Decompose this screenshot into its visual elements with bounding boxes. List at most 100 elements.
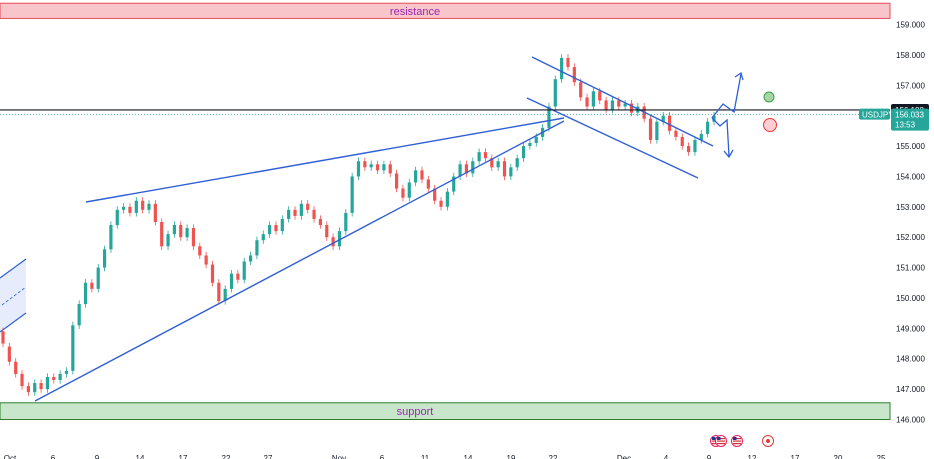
projection-arrows [711,71,744,159]
green-marker-circle[interactable] [763,91,775,103]
candle-body [198,246,202,256]
trendlines[interactable] [34,56,714,402]
candle-body [242,261,246,280]
candle-body [528,143,532,147]
candle-body [115,209,119,226]
candle-body [293,209,297,216]
x-tick-label: 19 [507,454,516,459]
candle-body [407,182,411,198]
candle-body [248,255,253,262]
candle-body [280,218,284,232]
price-badge: 156.033 13:53 [891,108,929,131]
candle-body [591,91,595,107]
projection-up-arrowhead [734,71,744,81]
y-tick-label: 150.000 [896,294,925,303]
candle-body [1,331,5,344]
candle-body [426,179,430,189]
candle-body [185,228,189,238]
candle-body [452,176,456,192]
candle-body [7,346,11,362]
x-tick-label: 4 [664,454,669,459]
trendline[interactable] [85,117,565,203]
candle-body [122,206,126,210]
candle-body [566,57,570,68]
candle-body [458,164,462,177]
candle-body [369,164,373,168]
candle-body [439,200,443,207]
support-zone: support [0,402,891,420]
candlestick-series [1,54,716,396]
candle-body [420,170,424,180]
candle-body [58,373,62,380]
x-tick-label: 11 [421,454,430,459]
us-flag-icon[interactable] [731,435,743,447]
trendline[interactable] [526,97,699,179]
candle-body [318,218,323,226]
x-tick-label: 6 [380,454,385,459]
candle-body [102,249,107,268]
candle-body [337,231,342,247]
candle-body [356,161,361,177]
candle-body [217,282,221,301]
trendline[interactable] [34,120,565,402]
y-tick-label: 154.000 [896,172,925,181]
time-axis[interactable]: Oct 6 9 14 17 22 27 Nov 6 11 14 19 22 Dec 4 9 12 17 20 25 [4,454,886,459]
projection-down-arrowhead [723,149,734,159]
event-icons[interactable] [710,435,774,447]
candle-body [350,176,354,213]
x-tick-label: 22 [549,454,558,459]
candle-body [667,115,672,131]
candle-body [712,115,716,122]
candle-body [141,200,145,210]
candle-body [572,67,576,83]
candle-body [160,222,164,247]
candle-body [96,267,100,289]
candle-body [648,118,653,140]
candle-body [547,106,551,128]
resistance-zone: resistance [0,2,891,19]
candle-body [394,173,399,189]
candle-body [502,161,507,177]
x-tick-label: 25 [877,454,886,459]
candle-body [699,133,703,140]
candle-body [153,203,157,222]
candle-body [83,282,88,305]
us-flag-icon[interactable] [715,435,727,447]
candle-body [509,167,513,177]
candle-body [236,273,240,280]
x-tick-label: Oct [4,454,17,459]
candle-body [496,161,500,168]
candle-body [382,164,386,171]
candle-body [483,152,488,159]
candle-body [375,164,380,171]
red-marker-circle[interactable] [763,118,777,132]
candle-body [255,240,259,256]
candle-body [191,228,196,247]
x-tick-label: 6 [51,454,56,459]
candle-body [604,100,608,110]
candle-body [299,203,303,216]
resistance-zone-rect [0,2,891,19]
red-target-icon[interactable] [762,435,774,447]
countdown-label: 13:53 [895,121,916,130]
candle-body [464,164,469,174]
candle-body [623,103,627,107]
candle-body [33,383,37,393]
x-tick-label: 14 [136,454,145,459]
left-channel-fragment [0,258,27,333]
candle-body [680,136,684,147]
candle-body [306,203,310,210]
support-zone-rect [0,402,891,420]
y-tick-label: 159.000 [896,21,925,30]
support-label: support [397,406,434,418]
candle-body [585,97,589,107]
candle-body [210,264,215,283]
candle-body [445,191,449,207]
candle-body [45,376,50,390]
candle-body [534,136,538,143]
y-tick-label: 158.000 [896,51,925,60]
candle-body [579,82,583,98]
trendline[interactable] [531,56,714,147]
x-tick-label: 17 [791,454,800,459]
